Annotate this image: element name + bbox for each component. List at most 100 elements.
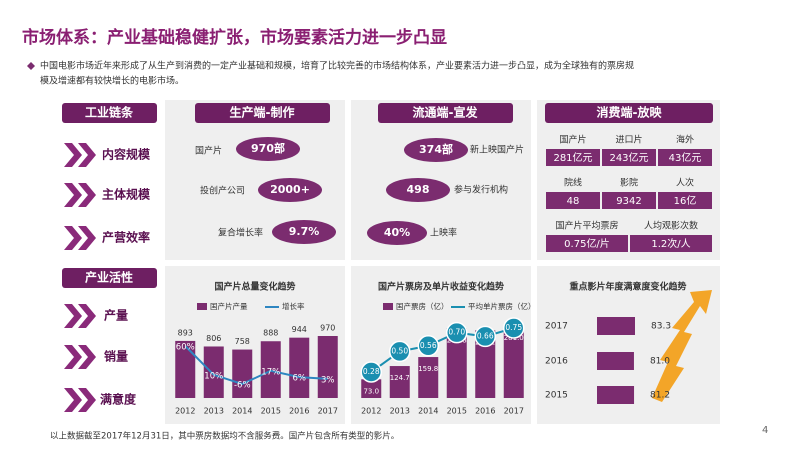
row-label: 产营效率	[102, 230, 150, 245]
bar	[203, 346, 224, 398]
bar-label: 124.7	[390, 374, 410, 382]
x-tick-label: 2012	[175, 407, 195, 416]
cell-label: 人均观影次数	[644, 220, 698, 232]
line-label: 0.66	[477, 331, 494, 340]
bar	[361, 379, 382, 398]
bar-label: 806	[206, 334, 221, 343]
x-tick-label: 2013	[390, 407, 410, 416]
bar	[289, 337, 310, 398]
row-label: 销量	[104, 349, 128, 364]
footnote: 以上数据截至2017年12月31日，其中票房数据均不含服务费。国产片包含所有类型…	[50, 431, 399, 442]
bar-label: 81.0	[650, 357, 670, 367]
bar-label: 81.2	[650, 391, 670, 401]
header: 工业链条	[85, 105, 134, 120]
cell-value: 243亿元	[609, 151, 648, 164]
item-label: 参与发行机构	[454, 184, 508, 196]
y-tick-label: 2017	[545, 322, 568, 332]
cell-bg	[546, 235, 628, 252]
cell-bg	[546, 149, 600, 166]
legend-label: 国产片产量	[210, 301, 248, 311]
line-point	[474, 325, 496, 348]
chart-title: 国产片总量变化趋势	[214, 281, 295, 293]
x-tick-label: 2014	[418, 407, 438, 416]
line-point	[389, 340, 411, 363]
item-value: 40%	[384, 226, 410, 239]
chart-title: 国产片票房及单片收益变化趋势	[378, 281, 504, 293]
line-label: 0.56	[420, 341, 437, 350]
legend-swatch	[383, 303, 393, 310]
pill	[404, 138, 468, 162]
bar	[260, 341, 281, 398]
cell-label: 人次	[676, 177, 694, 189]
x-tick-label: 2017	[318, 407, 338, 416]
item-label: 上映率	[430, 227, 457, 239]
header: 生产端-制作	[230, 105, 295, 120]
bar	[232, 349, 253, 398]
line-label: 0.70	[448, 328, 465, 337]
intro: 中国电影市场近年来形成了从生产到消费的一定产业基础和规模，培育了比较完善的市场结…	[40, 60, 634, 72]
bar-label: 83.3	[651, 322, 671, 332]
cell-label: 进口片	[615, 134, 642, 146]
row-label: 内容规模	[102, 147, 151, 162]
x-tick-label: 2014	[232, 407, 252, 416]
item-value: 9.7%	[289, 225, 320, 238]
item-value: 498	[407, 183, 430, 196]
row-label: 产量	[104, 308, 128, 323]
line-point	[503, 317, 525, 339]
x-tick-label: 2016	[289, 407, 309, 416]
item-label: 投创产公司	[200, 185, 245, 197]
x-tick-label: 2016	[475, 407, 495, 416]
bar	[317, 336, 338, 398]
header-bar	[378, 103, 513, 123]
line-point	[446, 321, 468, 344]
item-value: 2000+	[270, 183, 310, 196]
cell-bg	[546, 192, 600, 209]
cell-bg	[630, 235, 712, 252]
cell-label: 院线	[564, 177, 582, 189]
bar	[418, 357, 439, 398]
row-label: 主体规模	[102, 187, 151, 202]
cell-value: 43亿元	[669, 151, 702, 164]
cell-label: 国产片	[559, 134, 586, 146]
header: 消费端-放映	[597, 105, 663, 120]
cell-label: 国产片平均票房	[555, 220, 618, 232]
cell-bg	[658, 192, 712, 209]
header: 流通端-宣发	[413, 105, 479, 120]
chart-title: 重点影片年度满意度变化趋势	[569, 281, 686, 293]
bar	[175, 340, 196, 398]
line-label: -6%	[234, 381, 251, 391]
legend-label: 平均单片票房（亿）	[468, 301, 536, 311]
bar	[503, 326, 524, 398]
pill	[258, 178, 322, 202]
bar-label: 888	[263, 329, 278, 338]
chevrons	[64, 143, 96, 412]
line-label: 17%	[261, 367, 280, 377]
cell-label: 海外	[676, 134, 694, 146]
cell-value: 0.75亿/片	[564, 237, 610, 250]
line-label: 60%	[176, 343, 195, 353]
bar	[446, 328, 467, 398]
legend-label: 增长率	[282, 301, 305, 311]
line-label: 10%	[204, 371, 223, 381]
legend-swatch	[197, 303, 207, 310]
cell-value: 48	[567, 196, 580, 207]
bar-label: 758	[235, 337, 250, 346]
cell-value: 9342	[616, 196, 641, 207]
bar	[389, 366, 410, 398]
bar-label: 970	[320, 324, 335, 333]
line-label: 6%	[293, 374, 307, 384]
bullet	[27, 62, 35, 70]
arrow-decoration	[652, 290, 712, 402]
row-label: 满意度	[100, 392, 137, 407]
item-label: 新上映国产片	[470, 144, 524, 156]
header-bar	[545, 103, 713, 123]
pill	[272, 220, 336, 244]
title: 市场体系：产业基础稳健扩张，市场要素活力进一步凸显	[22, 27, 447, 48]
line-label: 0.28	[363, 367, 380, 376]
y-tick-label: 2015	[545, 391, 568, 401]
legend-label: 国产票房（亿）	[396, 301, 449, 311]
y-tick-label: 2016	[545, 357, 568, 367]
header-bar	[62, 103, 157, 123]
pill	[386, 178, 450, 202]
